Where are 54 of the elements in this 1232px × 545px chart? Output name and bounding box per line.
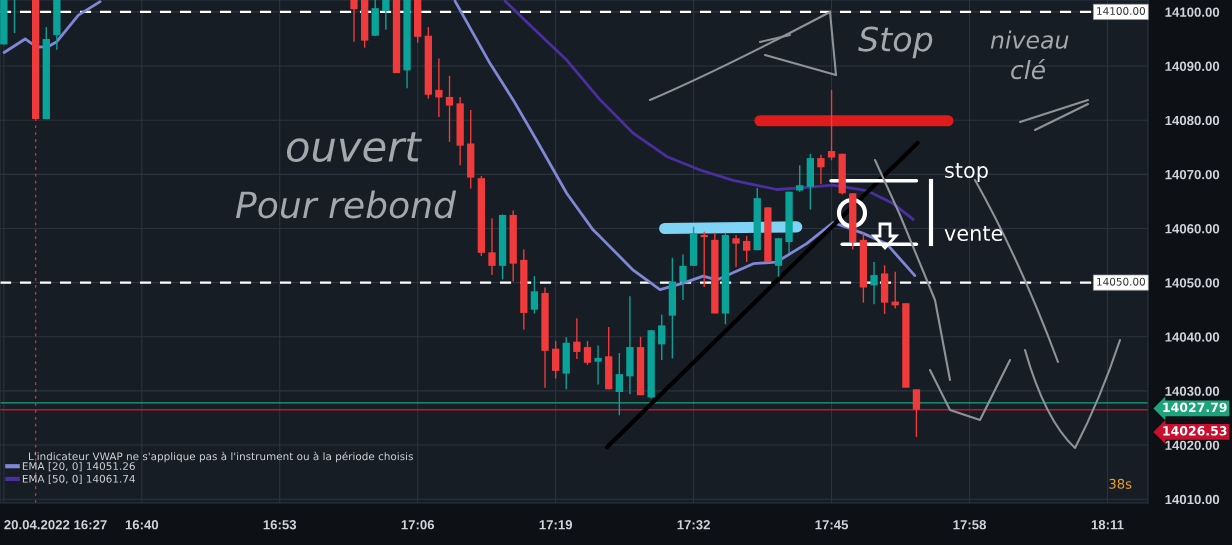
annotation: clé [1011, 58, 1046, 80]
candlestick [827, 89, 836, 161]
candlestick [743, 235, 751, 263]
candlestick [658, 313, 666, 361]
candlestick [435, 57, 443, 118]
x-tick-label: 16:53 [263, 520, 297, 530]
annotation: Stop [858, 26, 933, 59]
legend-label: EMA [50, 0] 14061.74 [22, 474, 135, 484]
annotation: stop [945, 163, 988, 183]
x-tick-label: 16:40 [125, 520, 159, 530]
x-tick-label: 17:58 [953, 520, 986, 530]
candlestick [615, 352, 623, 416]
ref-line-label: 14100.00 [1097, 7, 1146, 15]
candlestick [796, 164, 804, 193]
candlestick [679, 253, 687, 301]
x-tick-label: 17:06 [401, 520, 435, 530]
candlestick [552, 340, 560, 380]
ref-line-label: 14026.53 [1163, 426, 1227, 436]
y-tick-label: 14070.00 [1165, 169, 1220, 180]
candlestick [870, 261, 878, 305]
annotation: 38s [1109, 478, 1132, 489]
annotation: niveau [990, 30, 1069, 49]
y-tick-label: 14050.00 [1165, 278, 1220, 288]
candlestick [732, 234, 740, 268]
annotation: ouvert [286, 132, 422, 163]
candlestick [350, 0, 358, 43]
x-tick-label: 20.04.2022 16:27 [4, 520, 107, 530]
candlestick [583, 340, 592, 366]
x-tick-label: 17:19 [539, 520, 573, 530]
y-tick-label: 14090.00 [1165, 61, 1220, 71]
candlestick [488, 217, 496, 276]
y-tick-label: 14100.00 [1165, 7, 1220, 17]
annotation: L'indicateur VWAP ne s'applique pas à l'instrument ou à la période choisis [29, 451, 413, 463]
candlestick [817, 154, 825, 185]
x-tick-label: 17:45 [815, 520, 849, 530]
y-tick-label: 14060.00 [1165, 224, 1220, 234]
ref-line-label: 14050.00 [1097, 277, 1146, 286]
candlestick [445, 75, 454, 143]
x-tick-label: 18:11 [1091, 520, 1124, 530]
candlestick [382, 0, 390, 31]
y-tick-label: 14010.00 [1165, 494, 1220, 505]
ref-line-label: 14027.79 [1163, 402, 1227, 413]
legend-label: EMA [20, 0] 14051.26 [22, 461, 135, 472]
y-tick-label: 14030.00 [1165, 386, 1220, 396]
candlestick [912, 388, 921, 438]
annotation: Pour rebond [235, 190, 457, 219]
y-tick-label: 14040.00 [1165, 332, 1220, 342]
candlestick [530, 275, 539, 315]
x-tick-label: 17:32 [677, 520, 710, 530]
y-tick-label: 14020.00 [1165, 440, 1220, 450]
annotation: vente [944, 226, 1003, 242]
candlestick [594, 344, 602, 386]
candlestick [573, 317, 581, 360]
y-tick-label: 14080.00 [1165, 115, 1220, 126]
